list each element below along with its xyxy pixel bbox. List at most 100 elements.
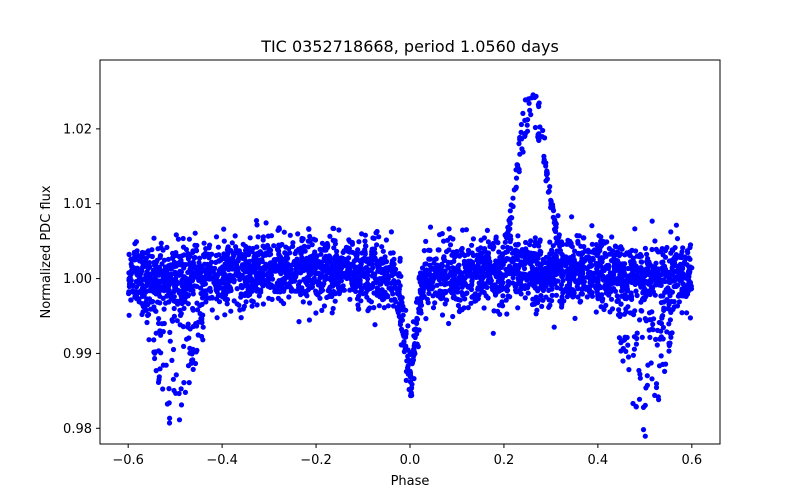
- data-point: [151, 259, 157, 265]
- data-point: [200, 337, 206, 343]
- data-point: [615, 275, 621, 281]
- data-point: [156, 316, 162, 322]
- data-point: [157, 300, 163, 306]
- data-point: [593, 309, 599, 315]
- data-point: [383, 237, 389, 243]
- data-point: [626, 275, 632, 282]
- data-point: [434, 264, 440, 270]
- data-point: [271, 257, 277, 263]
- data-point: [653, 336, 659, 342]
- data-point: [363, 273, 369, 279]
- data-point: [551, 258, 557, 265]
- data-point: [547, 239, 553, 245]
- data-point: [492, 282, 498, 288]
- data-point: [503, 234, 509, 240]
- data-point: [648, 279, 655, 285]
- data-point: [618, 348, 624, 354]
- data-point: [177, 268, 183, 274]
- data-point: [161, 257, 168, 263]
- data-point: [174, 318, 180, 324]
- data-point: [546, 287, 552, 293]
- data-point: [376, 303, 382, 309]
- data-point: [321, 303, 327, 309]
- data-point: [516, 141, 522, 147]
- data-point: [185, 256, 191, 262]
- data-point: [167, 415, 173, 421]
- data-point: [312, 237, 319, 243]
- data-point: [570, 253, 576, 259]
- data-point: [171, 313, 177, 319]
- data-point: [677, 261, 684, 267]
- data-point: [423, 316, 429, 322]
- data-point: [231, 279, 237, 285]
- data-point: [660, 252, 666, 258]
- data-point: [550, 214, 556, 220]
- data-point: [347, 239, 353, 245]
- data-point: [401, 349, 407, 355]
- data-point: [632, 281, 638, 287]
- data-point: [414, 331, 420, 337]
- data-point: [332, 298, 338, 304]
- data-point: [491, 262, 497, 268]
- data-point: [271, 268, 277, 274]
- data-point: [263, 220, 269, 226]
- data-point: [152, 355, 158, 362]
- data-point: [465, 258, 471, 264]
- data-point: [447, 242, 454, 248]
- data-point: [536, 103, 542, 110]
- data-point: [200, 288, 206, 294]
- data-point: [666, 348, 672, 354]
- data-point: [653, 384, 660, 391]
- data-point: [254, 288, 260, 294]
- data-point: [181, 305, 187, 311]
- data-point: [549, 292, 555, 298]
- data-point: [430, 293, 436, 299]
- data-point: [614, 293, 620, 299]
- data-point: [198, 315, 204, 322]
- data-point: [179, 277, 185, 283]
- data-point: [570, 262, 576, 269]
- data-point: [151, 235, 157, 241]
- data-point: [546, 297, 552, 303]
- data-point: [548, 204, 554, 211]
- data-point: [600, 273, 606, 279]
- data-point: [211, 280, 217, 286]
- data-point: [638, 299, 644, 305]
- data-point: [146, 311, 152, 318]
- data-point: [160, 386, 166, 392]
- data-point: [306, 317, 312, 323]
- data-point: [603, 302, 609, 308]
- data-point: [208, 265, 214, 271]
- data-point: [163, 300, 169, 306]
- data-point: [469, 278, 475, 284]
- data-point: [329, 262, 335, 268]
- data-point: [668, 309, 674, 315]
- data-point: [589, 241, 595, 247]
- data-point: [603, 253, 609, 259]
- data-point: [450, 265, 456, 271]
- data-point: [187, 280, 193, 286]
- data-point: [329, 310, 335, 316]
- data-point: [179, 291, 185, 297]
- data-point: [684, 262, 690, 268]
- data-point: [156, 320, 162, 326]
- data-point: [277, 243, 283, 249]
- data-point: [555, 239, 561, 245]
- data-point: [288, 288, 294, 294]
- data-point: [232, 233, 238, 239]
- data-point: [355, 302, 361, 308]
- data-point: [680, 271, 686, 277]
- data-point: [359, 286, 365, 292]
- data-point: [403, 343, 409, 349]
- data-point: [654, 342, 660, 348]
- data-point: [286, 246, 292, 252]
- data-point: [327, 254, 333, 260]
- data-point: [299, 235, 305, 242]
- data-point: [538, 293, 544, 299]
- data-point: [227, 260, 233, 267]
- data-point: [352, 267, 358, 273]
- data-point: [544, 176, 551, 182]
- data-points: [126, 92, 695, 439]
- data-point: [136, 299, 142, 305]
- data-point: [185, 321, 191, 327]
